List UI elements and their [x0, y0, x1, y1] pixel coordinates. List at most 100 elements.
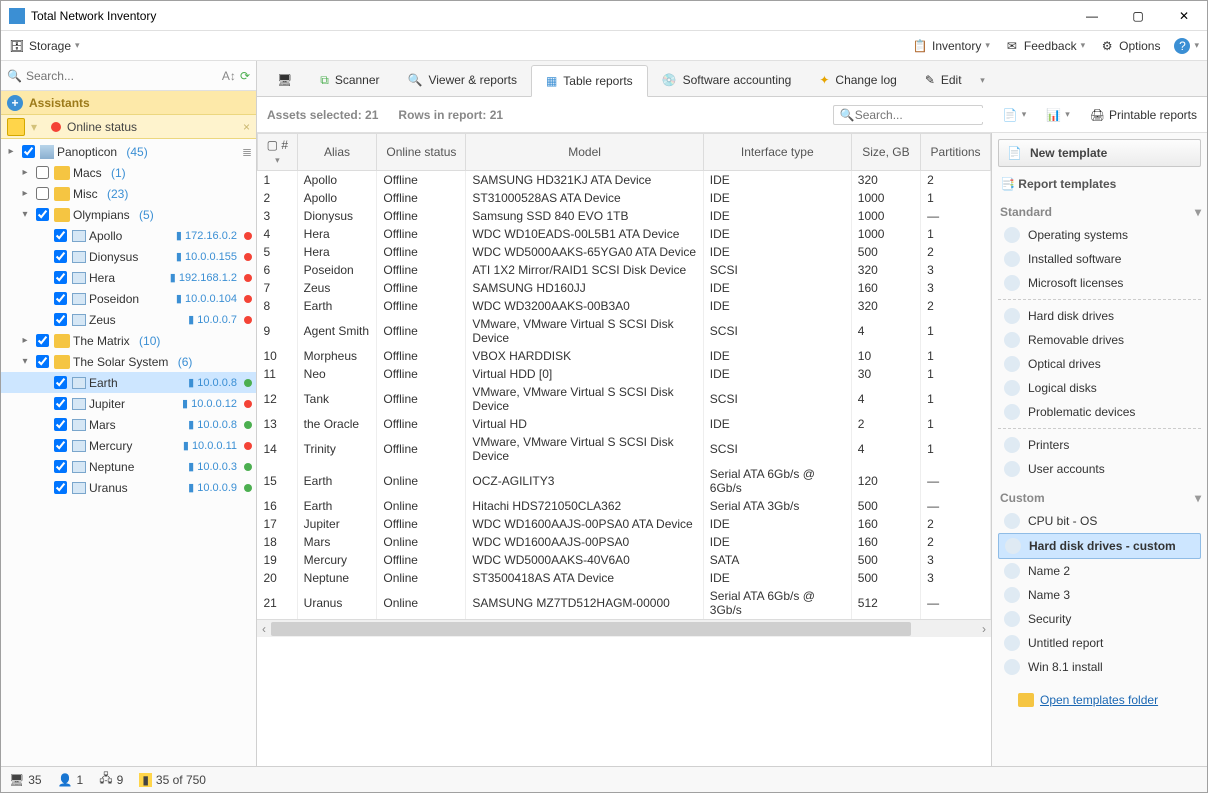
inventory-menu[interactable]: 📋Inventory▾: [912, 38, 990, 54]
tab-overview[interactable]: 🖥: [263, 64, 306, 96]
template-item[interactable]: CPU bit - OS: [998, 509, 1201, 533]
tree-macs[interactable]: ▸Macs (1): [1, 162, 256, 183]
tab-edit[interactable]: ✎Edit ▾: [911, 64, 999, 96]
template-item[interactable]: Printers: [998, 433, 1201, 457]
refresh-icon[interactable]: ⟳: [240, 69, 250, 83]
scroll-left-icon[interactable]: ‹: [257, 620, 271, 638]
plus-icon[interactable]: +: [7, 95, 23, 111]
tree-node[interactable]: Mars ▮ 10.0.0.8: [1, 414, 256, 435]
status-dot-icon: [244, 232, 252, 240]
template-item[interactable]: User accounts: [998, 457, 1201, 481]
template-item[interactable]: Operating systems: [998, 223, 1201, 247]
open-templates-folder-link[interactable]: Open templates folder: [998, 693, 1201, 707]
template-item[interactable]: Hard disk drives - custom: [998, 533, 1201, 559]
table-row[interactable]: 12TankOfflineVMware, VMware Virtual S SC…: [258, 383, 991, 415]
feedback-menu[interactable]: ✉Feedback▾: [1004, 38, 1085, 54]
template-item[interactable]: Win 8.1 install: [998, 655, 1201, 679]
template-item[interactable]: Untitled report: [998, 631, 1201, 655]
template-item[interactable]: Problematic devices: [998, 400, 1201, 424]
list-toggle-icon[interactable]: ≣: [242, 145, 252, 159]
table-row[interactable]: 9Agent SmithOfflineVMware, VMware Virtua…: [258, 315, 991, 347]
tree-node[interactable]: Mercury ▮ 10.0.0.11: [1, 435, 256, 456]
export-xls-button[interactable]: 📊▾: [1046, 108, 1069, 122]
tree-node[interactable]: Zeus ▮ 10.0.0.7: [1, 309, 256, 330]
column-header[interactable]: Partitions: [921, 134, 991, 171]
sort-az-icon[interactable]: A↕: [222, 69, 236, 83]
export-button[interactable]: 📄▾: [1003, 108, 1026, 122]
table-row[interactable]: 21UranusOnlineSAMSUNG MZ7TD512HAGM-00000…: [258, 587, 991, 619]
tab-changelog[interactable]: ✦Change log: [805, 64, 910, 96]
table-row[interactable]: 15EarthOnlineOCZ-AGILITY3Serial ATA 6Gb/…: [258, 465, 991, 497]
custom-header[interactable]: Custom▾: [1000, 491, 1201, 505]
table-row[interactable]: 6PoseidonOfflineATI 1X2 Mirror/RAID1 SCS…: [258, 261, 991, 279]
table-row[interactable]: 13the OracleOfflineVirtual HDIDE21: [258, 415, 991, 433]
tree-matrix[interactable]: ▸The Matrix (10): [1, 330, 256, 351]
tree-node[interactable]: Earth ▮ 10.0.0.8: [1, 372, 256, 393]
close-button[interactable]: ✕: [1161, 1, 1207, 31]
tree-node[interactable]: Uranus ▮ 10.0.0.9: [1, 477, 256, 498]
table-row[interactable]: 19MercuryOfflineWDC WD5000AAKS-40V6A0SAT…: [258, 551, 991, 569]
column-header[interactable]: Online status: [377, 134, 466, 171]
template-item[interactable]: Microsoft licenses: [998, 271, 1201, 295]
tab-software[interactable]: 💿Software accounting: [648, 64, 806, 96]
template-item[interactable]: Logical disks: [998, 376, 1201, 400]
template-item[interactable]: Removable drives: [998, 328, 1201, 352]
table-row[interactable]: 18MarsOnlineWDC WD1600AAJS-00PSA0IDE1602: [258, 533, 991, 551]
table-row[interactable]: 1ApolloOfflineSAMSUNG HD321KJ ATA Device…: [258, 171, 991, 190]
tree-node[interactable]: Neptune ▮ 10.0.0.3: [1, 456, 256, 477]
template-item[interactable]: Security: [998, 607, 1201, 631]
tree-node[interactable]: Dionysus ▮ 10.0.0.155: [1, 246, 256, 267]
navigator-search-input[interactable]: [26, 69, 218, 83]
table-row[interactable]: 11NeoOfflineVirtual HDD [0]IDE301: [258, 365, 991, 383]
table-row[interactable]: 16EarthOnlineHitachi HDS721050CLA362Seri…: [258, 497, 991, 515]
column-header[interactable]: Interface type: [703, 134, 851, 171]
column-header[interactable]: ▢ # ▾: [258, 134, 298, 171]
table-row[interactable]: 4HeraOfflineWDC WD10EADS-00L5B1 ATA Devi…: [258, 225, 991, 243]
printable-reports-button[interactable]: 🖨Printable reports: [1090, 108, 1197, 122]
table-row[interactable]: 2ApolloOfflineST31000528AS ATA DeviceIDE…: [258, 189, 991, 207]
scanner-icon: ⧉: [320, 73, 329, 88]
table-row[interactable]: 5HeraOfflineWDC WD5000AAKS-65YGA0 ATA De…: [258, 243, 991, 261]
new-template-button[interactable]: 📄 New template: [998, 139, 1201, 167]
close-assistant-icon[interactable]: ×: [243, 120, 250, 134]
template-item[interactable]: Installed software: [998, 247, 1201, 271]
table-row[interactable]: 8EarthOfflineWDC WD3200AAKS-00B3A0IDE320…: [258, 297, 991, 315]
template-item[interactable]: Optical drives: [998, 352, 1201, 376]
table-row[interactable]: 14TrinityOfflineVMware, VMware Virtual S…: [258, 433, 991, 465]
template-item[interactable]: Hard disk drives: [998, 304, 1201, 328]
help-menu[interactable]: ?▾: [1174, 38, 1199, 54]
tree-node[interactable]: Apollo ▮ 172.16.0.2: [1, 225, 256, 246]
template-item[interactable]: Name 3: [998, 583, 1201, 607]
column-header[interactable]: Size, GB: [851, 134, 920, 171]
scroll-thumb[interactable]: [271, 622, 911, 636]
maximize-button[interactable]: ▢: [1115, 1, 1161, 31]
table-row[interactable]: 10MorpheusOfflineVBOX HARDDISKIDE101: [258, 347, 991, 365]
table-row[interactable]: 3DionysusOfflineSamsung SSD 840 EVO 1TBI…: [258, 207, 991, 225]
tree-node[interactable]: Hera ▮ 192.168.1.2: [1, 267, 256, 288]
scroll-right-icon[interactable]: ›: [977, 620, 991, 638]
tab-scanner[interactable]: ⧉Scanner: [306, 64, 393, 96]
storage-menu[interactable]: Storage▾: [29, 39, 80, 53]
report-search-input[interactable]: [855, 108, 1010, 122]
tab-viewer[interactable]: 🔍Viewer & reports: [394, 64, 531, 96]
assistant-online-status[interactable]: ▾ Online status ×: [1, 115, 256, 139]
standard-header[interactable]: Standard▾: [1000, 205, 1201, 219]
tab-table-reports[interactable]: ▦Table reports: [531, 65, 648, 97]
table-row[interactable]: 17JupiterOfflineWDC WD1600AAJS-00PSA0 AT…: [258, 515, 991, 533]
tree-root[interactable]: ▸ Panopticon (45) ≣: [1, 141, 256, 162]
tree-olympians[interactable]: ▾Olympians (5): [1, 204, 256, 225]
template-item[interactable]: Name 2: [998, 559, 1201, 583]
column-header[interactable]: Alias: [297, 134, 377, 171]
table-row[interactable]: 20NeptuneOnlineST3500418AS ATA DeviceIDE…: [258, 569, 991, 587]
tree-solar[interactable]: ▾The Solar System (6): [1, 351, 256, 372]
column-header[interactable]: Model: [466, 134, 703, 171]
tree-node[interactable]: Poseidon ▮ 10.0.0.104: [1, 288, 256, 309]
horizontal-scrollbar[interactable]: ‹ ›: [257, 619, 991, 637]
options-menu[interactable]: ⚙Options: [1099, 38, 1160, 54]
tree-misc[interactable]: ▸Misc (23): [1, 183, 256, 204]
minimize-button[interactable]: —: [1069, 1, 1115, 31]
table-row[interactable]: 7ZeusOfflineSAMSUNG HD160JJIDE1603: [258, 279, 991, 297]
tree-node[interactable]: Jupiter ▮ 10.0.0.12: [1, 393, 256, 414]
assistants-header[interactable]: + Assistants: [1, 91, 256, 115]
report-table-wrap: ▢ # ▾AliasOnline statusModelInterface ty…: [257, 133, 991, 766]
